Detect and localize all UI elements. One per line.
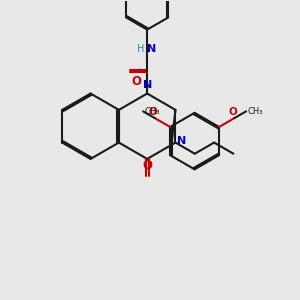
Text: N: N bbox=[177, 136, 186, 146]
Text: H: H bbox=[137, 44, 144, 54]
Text: O: O bbox=[131, 75, 141, 88]
Text: CH₃: CH₃ bbox=[145, 107, 160, 116]
Text: O: O bbox=[229, 107, 237, 117]
Text: N: N bbox=[147, 44, 156, 54]
Text: O: O bbox=[142, 159, 152, 172]
Text: N: N bbox=[142, 80, 152, 90]
Text: CH₃: CH₃ bbox=[248, 107, 263, 116]
Text: O: O bbox=[149, 107, 158, 117]
